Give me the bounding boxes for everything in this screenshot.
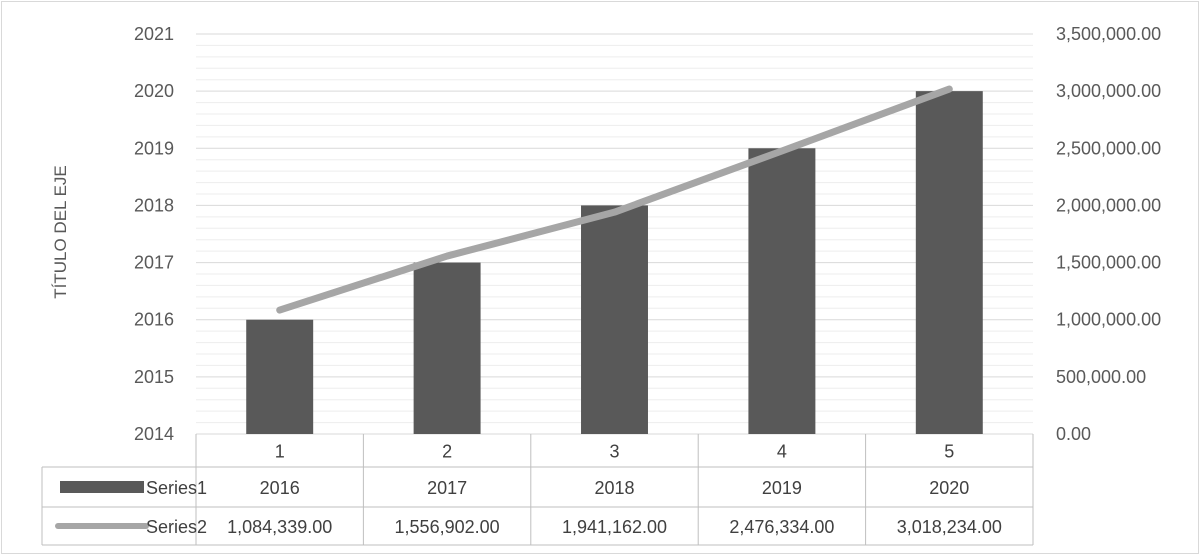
table-value-cell: 2,476,334.00 [729, 517, 834, 537]
table-series-name: Series2 [146, 517, 207, 537]
left-axis-title: TÍTULO DEL EJE [51, 165, 70, 299]
table-category-label: 1 [275, 442, 285, 462]
right-axis-tick: 0.00 [1056, 424, 1091, 444]
table-value-cell: 1,941,162.00 [562, 517, 667, 537]
left-axis-tick: 2017 [134, 253, 174, 273]
table-category-label: 3 [609, 442, 619, 462]
table-value-cell: 2019 [762, 478, 802, 498]
left-axis-tick: 2015 [134, 367, 174, 387]
left-axis-tick: 2018 [134, 195, 174, 215]
legend-key-series1 [60, 481, 144, 493]
bar-series1-1 [246, 319, 314, 434]
left-axis-tick: 2021 [134, 24, 174, 44]
table-value-cell: 1,084,339.00 [227, 517, 332, 537]
left-axis-tick: 2019 [134, 138, 174, 158]
right-axis: 0.00 500,000.00 1,000,000.00 1,500,000.00 2,… [1056, 24, 1161, 444]
bar-series1-3 [581, 205, 648, 434]
table-value-cell: 1,556,902.00 [395, 517, 500, 537]
right-axis-tick: 2,500,000.00 [1056, 138, 1161, 158]
left-axis-tick: 2020 [134, 81, 174, 101]
right-axis-tick: 2,000,000.00 [1056, 195, 1161, 215]
table-value-cell: 3,018,234.00 [897, 517, 1002, 537]
bar-series1-2 [413, 262, 481, 434]
table-value-cell: 2020 [929, 478, 969, 498]
table-series-name: Series1 [146, 478, 207, 498]
right-axis-tick: 500,000.00 [1056, 367, 1146, 387]
left-axis-tick: 2014 [134, 424, 174, 444]
left-axis-tick: 2016 [134, 310, 174, 330]
right-axis-tick: 3,000,000.00 [1056, 81, 1161, 101]
data-table: 1 2 3 4 5 Series1 2016 2017 2018 2019 2020 Series2 1… [41, 434, 1034, 546]
line-series [276, 85, 953, 314]
table-value-cell: 2018 [594, 478, 634, 498]
table-category-label: 5 [944, 442, 954, 462]
right-axis-tick: 1,500,000.00 [1056, 253, 1161, 273]
right-axis-tick: 3,500,000.00 [1056, 24, 1161, 44]
table-category-label: 2 [442, 442, 452, 462]
bar-series1-4 [748, 148, 816, 435]
bar-series [246, 91, 983, 435]
right-axis-tick: 1,000,000.00 [1056, 310, 1161, 330]
left-axis: 2014 2015 2016 2017 2018 2019 2020 2021 [134, 24, 174, 444]
table-category-label: 4 [777, 442, 787, 462]
table-value-cell: 2017 [427, 478, 467, 498]
bar-series1-5 [915, 91, 983, 435]
table-value-cell: 2016 [260, 478, 300, 498]
